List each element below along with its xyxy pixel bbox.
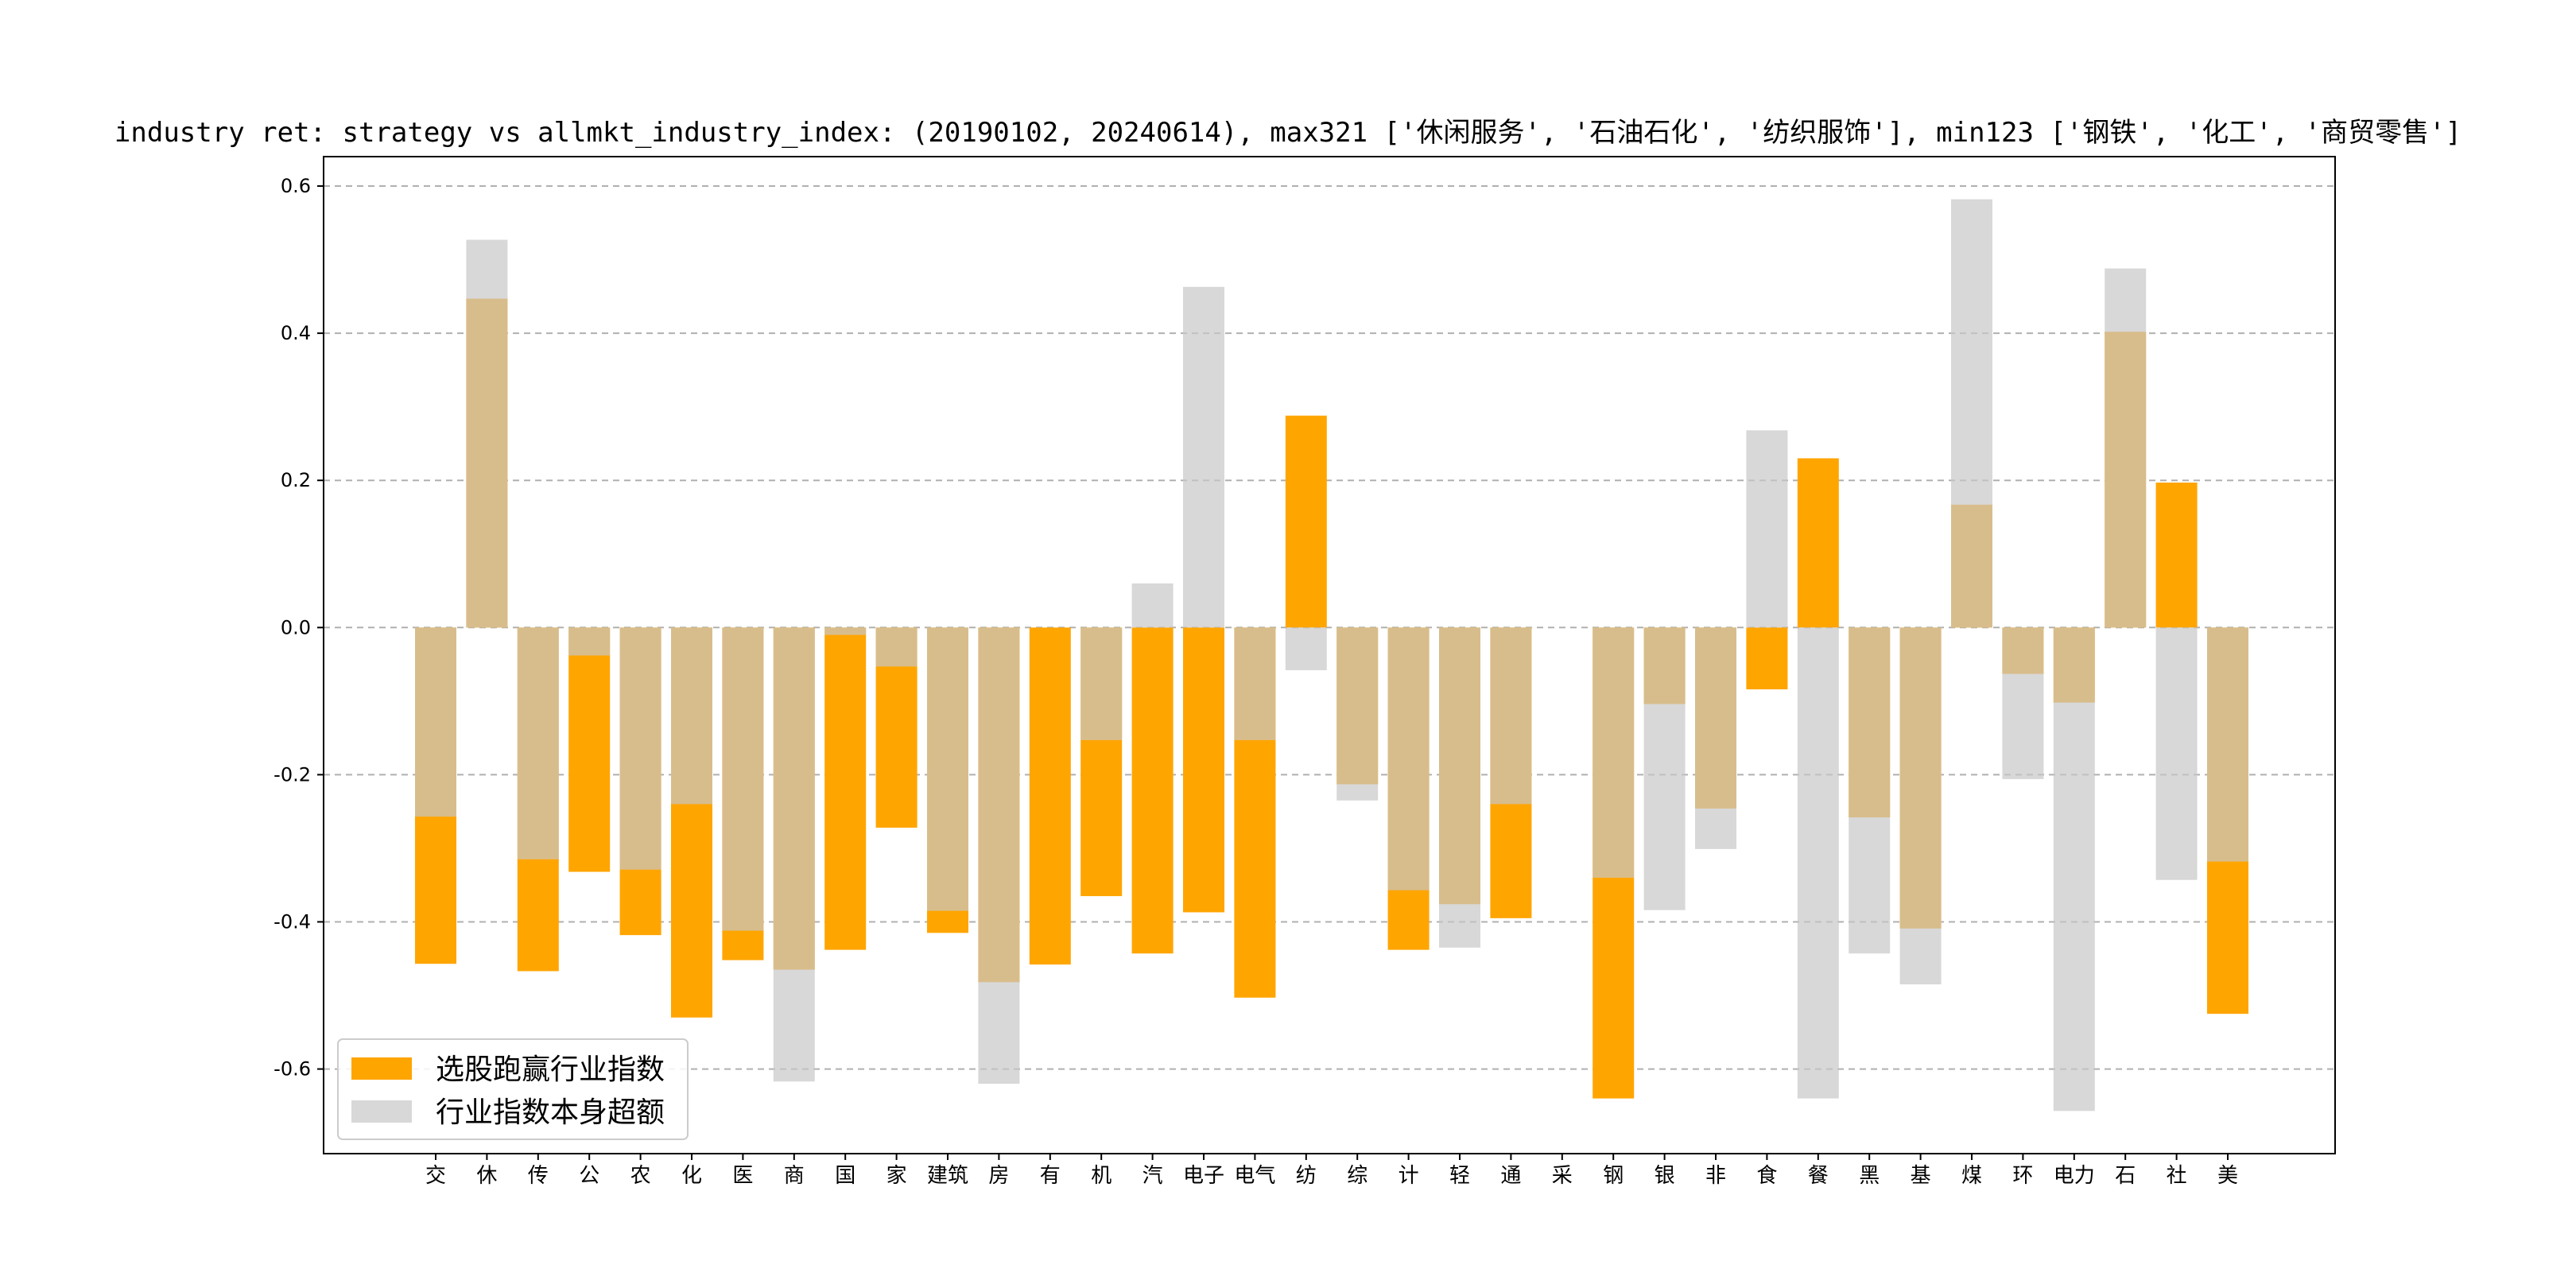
x-tick-label: 社 <box>2167 1164 2187 1188</box>
bar-industry-excess <box>671 627 712 805</box>
bar-strategy <box>1285 415 1327 628</box>
x-tick-label: 钢 <box>1603 1164 1624 1188</box>
x-tick-label: 煤 <box>1961 1164 1982 1188</box>
x-tick-label: 有 <box>1040 1164 1061 1188</box>
x-tick-label: 公 <box>579 1164 599 1188</box>
bar-industry-excess <box>824 627 867 635</box>
grid-lines <box>324 185 2335 1070</box>
bar-industry-excess <box>2155 627 2198 880</box>
bar-strategy <box>1029 627 1071 965</box>
x-tick-label: 休 <box>476 1164 497 1188</box>
y-axis: 0.6 0.4 0.2 0.0 -0.2 -0.4 -0.6 <box>274 175 324 1080</box>
bars <box>415 199 2248 1111</box>
bar-industry-excess <box>619 627 661 870</box>
bar-industry-excess <box>1951 199 1992 628</box>
x-tick-label: 传 <box>528 1164 549 1188</box>
x-tick-label: 美 <box>2217 1164 2238 1188</box>
x-tick-label: 家 <box>886 1164 907 1188</box>
x-tick-label: 交 <box>425 1164 446 1188</box>
x-tick-label: 综 <box>1347 1164 1368 1188</box>
bar-industry-excess <box>2002 627 2044 779</box>
x-tick-label: 非 <box>1705 1164 1726 1188</box>
bar-strategy <box>2155 482 2198 628</box>
y-tick-label: -0.2 <box>274 763 311 786</box>
bar-industry-excess <box>722 627 764 931</box>
x-tick-label: 基 <box>1911 1164 1931 1188</box>
bar-industry-excess <box>517 627 559 859</box>
y-tick-label: 0.4 <box>281 322 311 344</box>
bar-industry-excess <box>466 239 508 628</box>
x-tick-label: 医 <box>732 1164 753 1188</box>
x-tick-label: 化 <box>681 1164 702 1188</box>
y-tick-label: 0.0 <box>281 616 311 638</box>
x-tick-label: 房 <box>988 1164 1009 1188</box>
x-tick-label: 机 <box>1091 1164 1111 1188</box>
bar-industry-excess <box>1849 627 1891 954</box>
x-tick-label: 银 <box>1655 1164 1675 1188</box>
bar-industry-excess <box>1080 627 1123 740</box>
y-tick-label: -0.6 <box>274 1058 311 1080</box>
x-tick-label: 农 <box>630 1164 651 1188</box>
bar-industry-excess <box>415 627 456 817</box>
x-tick-label: 计 <box>1399 1164 1419 1188</box>
bar-industry-excess <box>1387 627 1430 890</box>
bar-industry-excess <box>2105 268 2147 628</box>
bar-industry-excess <box>1439 627 1480 948</box>
bar-industry-excess <box>568 627 611 656</box>
bar-strategy <box>824 627 867 950</box>
x-tick-label: 环 <box>2012 1164 2033 1188</box>
y-tick-label: 0.6 <box>281 175 311 197</box>
bar-industry-excess <box>875 627 918 667</box>
plot-frame <box>323 156 2336 1154</box>
legend-box <box>337 1038 689 1140</box>
x-tick-label: 商 <box>784 1164 805 1188</box>
bar-strategy <box>1131 627 1174 954</box>
x-axis: 交 休 传 公 农 化 医 商 国 家建筑房 有 机 汽电子 电气纺 综 计 轻 通 采 钢 银 非 食 餐 黑 基 煤 环电力石 社 美 <box>425 1154 2238 1188</box>
bar-industry-excess <box>1336 627 1379 801</box>
bar-industry-excess <box>978 627 1020 1084</box>
bar-industry-excess <box>1234 627 1276 740</box>
bar-industry-excess <box>1797 627 1839 1099</box>
x-tick-label: 采 <box>1552 1164 1573 1188</box>
bar-industry-excess <box>1899 627 1942 985</box>
x-tick-label: 建筑 <box>927 1164 968 1188</box>
bar-industry-excess <box>2207 627 2248 862</box>
x-tick-label: 电气 <box>1234 1164 1275 1188</box>
legend: 选股跑赢行业指数 行业指数本身超额 <box>337 1038 689 1140</box>
bar-strategy <box>1183 627 1224 913</box>
x-tick-label: 汽 <box>1143 1164 1163 1188</box>
bar-industry-excess <box>1285 627 1327 670</box>
bar-strategy <box>1797 458 1839 628</box>
x-tick-label: 餐 <box>1808 1164 1829 1188</box>
bar-industry-excess <box>2053 627 2095 1111</box>
bar-industry-excess <box>773 627 815 1082</box>
x-tick-label: 国 <box>835 1164 855 1188</box>
x-tick-label: 纺 <box>1296 1164 1317 1188</box>
x-tick-label: 石 <box>2115 1164 2136 1188</box>
bar-industry-excess <box>1746 430 1788 628</box>
y-tick-label: 0.2 <box>281 469 311 491</box>
bar-industry-excess <box>1490 627 1532 805</box>
x-tick-label: 通 <box>1500 1164 1521 1188</box>
legend-swatch-industry <box>351 1100 412 1123</box>
legend-label-strategy: 选股跑赢行业指数 <box>436 1053 665 1086</box>
bar-strategy <box>568 627 611 872</box>
x-tick-label: 电子 <box>1183 1164 1224 1188</box>
x-tick-label: 电力 <box>2054 1164 2095 1188</box>
bar-industry-excess <box>1643 627 1686 910</box>
bar-industry-excess <box>1593 627 1635 878</box>
x-tick-label: 黑 <box>1859 1164 1880 1188</box>
legend-label-industry: 行业指数本身超额 <box>436 1096 665 1129</box>
chart-title: industry ret: strategy vs allmkt_industr… <box>114 117 2462 149</box>
bar-industry-excess <box>1131 583 1174 628</box>
bar-strategy <box>1746 627 1788 690</box>
bar-industry-excess <box>927 627 968 911</box>
x-tick-label: 食 <box>1756 1164 1777 1188</box>
legend-swatch-strategy <box>351 1057 412 1080</box>
x-tick-label: 轻 <box>1449 1164 1470 1188</box>
y-tick-label: -0.4 <box>274 910 311 933</box>
bar-industry-excess <box>1695 627 1736 849</box>
bar-industry-excess <box>1183 286 1224 628</box>
